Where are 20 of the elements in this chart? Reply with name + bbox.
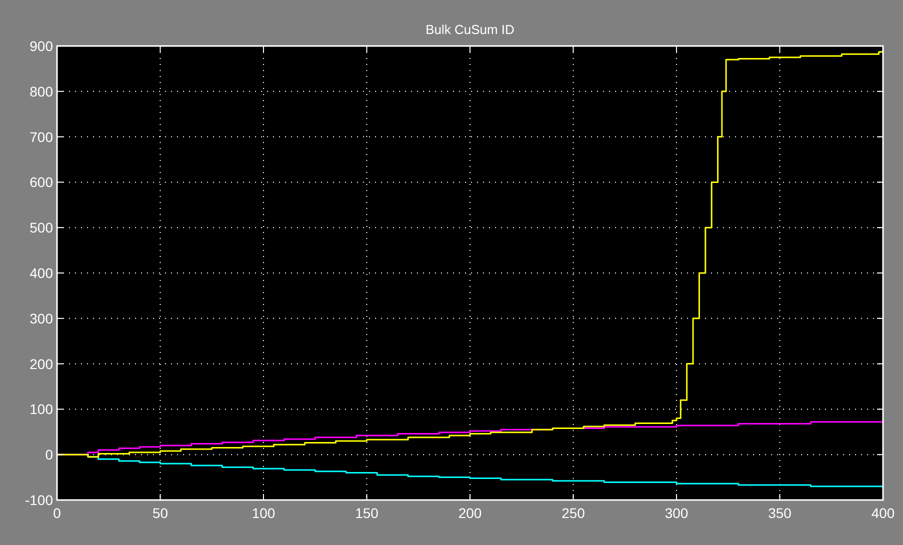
y-tick-label: 700: [30, 128, 54, 145]
y-tick-label: 600: [30, 174, 54, 190]
y-tick-label: 100: [30, 401, 54, 418]
y-tick-label: 200: [30, 356, 54, 372]
x-tick-label: 300: [664, 505, 688, 521]
x-tick-label: 150: [355, 505, 379, 521]
x-tick-label: 250: [562, 505, 586, 521]
x-tick-label: 200: [458, 505, 482, 521]
y-tick-label: 500: [30, 220, 54, 236]
y-tick-label: 800: [30, 83, 54, 100]
y-tick-label: 300: [30, 310, 54, 326]
y-tick-label: 0: [45, 446, 54, 463]
y-tick-label: 900: [30, 38, 54, 54]
x-tick-label: 400: [871, 505, 895, 521]
x-tick-label: 50: [152, 505, 168, 521]
x-tick-label: 350: [768, 505, 792, 521]
chart-title: Bulk CuSum ID: [426, 22, 514, 37]
x-tick-label: 100: [252, 505, 276, 521]
y-tick-label: 400: [30, 265, 54, 281]
y-tick-label: -100: [24, 492, 54, 508]
